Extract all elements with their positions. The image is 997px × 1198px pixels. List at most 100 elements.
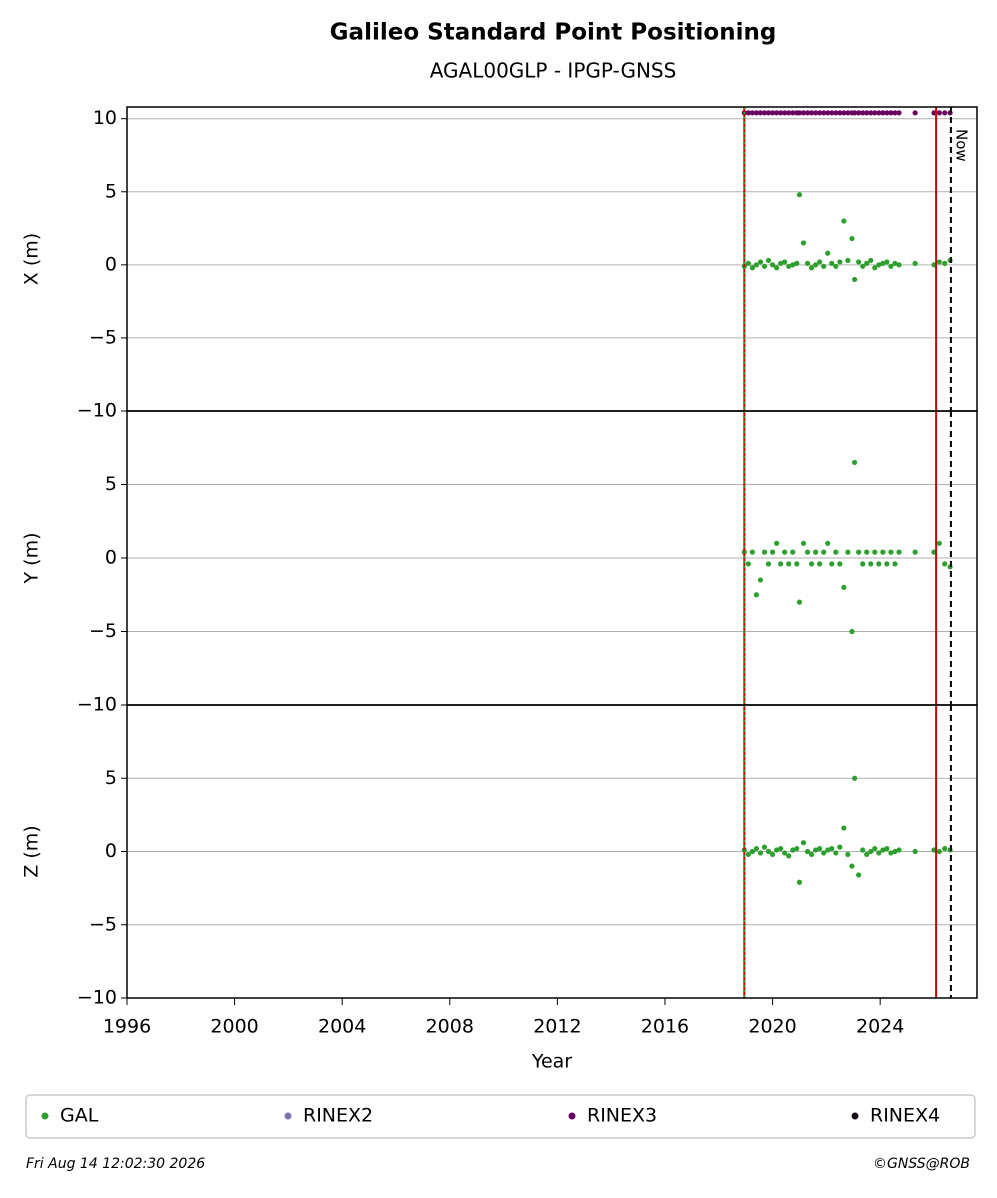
data-point xyxy=(825,250,831,256)
y-axis-label: Y (m) xyxy=(21,533,43,585)
data-point xyxy=(829,110,835,116)
data-point xyxy=(876,850,882,856)
data-point xyxy=(912,260,918,266)
data-point xyxy=(769,549,776,555)
data-point xyxy=(884,845,890,852)
data-point xyxy=(936,848,942,855)
data-point xyxy=(808,265,815,271)
data-point xyxy=(860,110,866,116)
data-point xyxy=(833,549,839,555)
data-point xyxy=(769,851,776,858)
data-point xyxy=(774,540,780,546)
legend-label: GAL xyxy=(60,1105,99,1127)
data-point xyxy=(888,549,894,555)
data-point xyxy=(800,540,807,546)
data-point xyxy=(829,561,835,567)
data-point xyxy=(872,845,878,852)
data-point xyxy=(912,110,918,116)
data-point xyxy=(790,110,796,116)
data-point xyxy=(786,561,792,567)
data-point xyxy=(892,561,898,567)
data-point xyxy=(845,110,851,116)
vertical-marker-label: Now xyxy=(952,129,970,162)
data-point xyxy=(808,561,815,567)
data-point xyxy=(821,110,827,116)
data-point xyxy=(761,263,768,269)
data-point xyxy=(845,257,851,264)
data-point xyxy=(794,845,800,852)
legend-marker xyxy=(41,1112,49,1120)
y-axis-label: Z (m) xyxy=(21,825,43,877)
data-point xyxy=(864,260,870,266)
data-point xyxy=(804,260,811,266)
data-point xyxy=(821,549,827,555)
data-point xyxy=(868,561,874,567)
x-tick-label: 1996 xyxy=(103,1016,151,1038)
data-point xyxy=(804,110,811,116)
data-point xyxy=(813,549,819,555)
y-tick-label: −10 xyxy=(77,987,117,1009)
data-point xyxy=(884,259,890,265)
data-point xyxy=(896,549,902,555)
data-point xyxy=(852,110,858,116)
x-tick-label: 2020 xyxy=(748,1016,796,1038)
data-point xyxy=(774,110,780,116)
data-point xyxy=(765,561,772,567)
data-point xyxy=(868,848,874,855)
data-point xyxy=(872,549,878,555)
data-point xyxy=(813,262,819,268)
y-tick-label: −5 xyxy=(89,326,117,348)
data-point xyxy=(856,110,862,116)
data-point xyxy=(864,851,870,858)
data-point xyxy=(796,599,803,605)
data-point xyxy=(864,549,870,555)
data-point xyxy=(876,262,882,268)
y-tick-label: −5 xyxy=(89,620,117,642)
data-point xyxy=(796,879,803,885)
data-point xyxy=(808,110,815,116)
data-point xyxy=(796,192,803,198)
data-point xyxy=(778,110,784,116)
data-point xyxy=(745,110,751,116)
data-point xyxy=(888,110,894,116)
legend-box xyxy=(25,1094,976,1139)
data-point xyxy=(753,592,760,598)
data-point xyxy=(804,848,811,855)
data-point xyxy=(872,265,878,271)
legend-label: RINEX2 xyxy=(303,1105,373,1127)
y-tick-label: 0 xyxy=(105,547,117,569)
y-tick-label: 5 xyxy=(105,767,117,789)
data-point xyxy=(872,110,878,116)
y-tick-label: 5 xyxy=(105,180,117,202)
y-tick-label: −10 xyxy=(77,694,117,716)
chart-title: Galileo Standard Point Positioning xyxy=(330,20,777,46)
data-point xyxy=(852,775,858,781)
data-point xyxy=(808,851,815,858)
data-point xyxy=(786,110,792,116)
data-point xyxy=(790,847,796,853)
data-point xyxy=(749,549,755,555)
data-point xyxy=(786,263,792,269)
data-point xyxy=(765,848,772,855)
x-tick-label: 2012 xyxy=(533,1016,581,1038)
data-point xyxy=(796,110,803,116)
data-point xyxy=(753,262,760,268)
data-point xyxy=(837,110,843,116)
data-point xyxy=(880,260,886,266)
data-point xyxy=(896,262,902,268)
data-point xyxy=(892,848,898,855)
data-point xyxy=(786,853,792,859)
data-point xyxy=(778,845,784,852)
data-point xyxy=(800,110,807,116)
data-point xyxy=(841,584,847,591)
data-point xyxy=(876,110,882,116)
data-point xyxy=(778,260,784,266)
data-point xyxy=(837,561,843,567)
data-point xyxy=(778,561,784,567)
data-point xyxy=(794,561,800,567)
chart-subtitle: AGAL00GLP - IPGP-GNSS xyxy=(430,59,677,83)
data-point xyxy=(821,850,827,856)
data-point xyxy=(912,549,918,555)
data-point xyxy=(845,851,851,858)
y-tick-label: 0 xyxy=(105,253,117,275)
